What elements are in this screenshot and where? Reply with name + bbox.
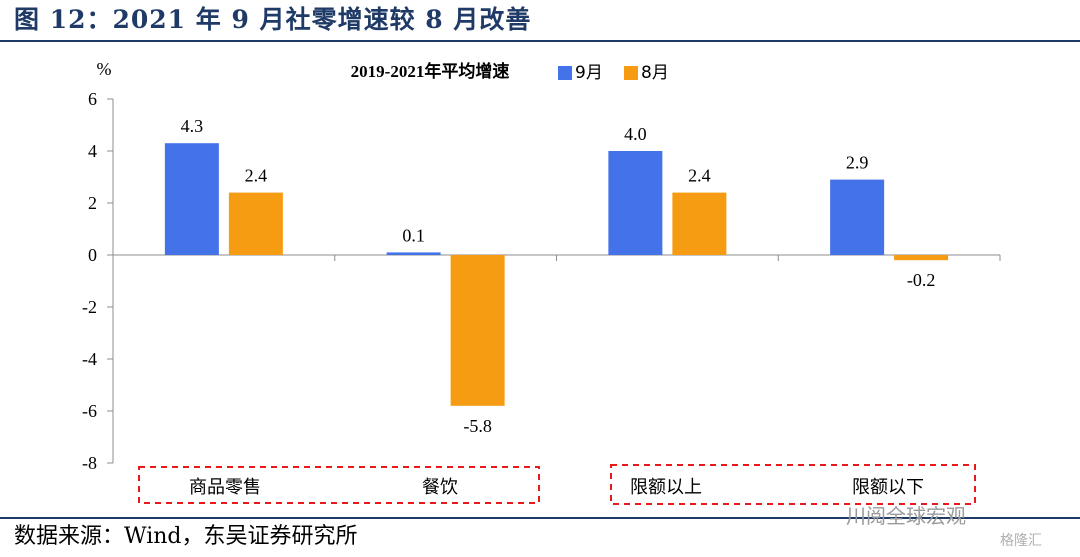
figure-title: 图 12：2021 年 9 月社零增速较 8 月改善 bbox=[14, 5, 532, 34]
bar-sep bbox=[830, 179, 885, 255]
y-tick-label: 0 bbox=[88, 245, 97, 265]
data-label-sep: 2.9 bbox=[846, 153, 869, 173]
legend-label-aug: 8月 bbox=[641, 63, 669, 83]
data-label-aug: -0.2 bbox=[907, 270, 936, 290]
group-box-left bbox=[138, 466, 540, 504]
y-tick-label: 2 bbox=[88, 193, 97, 213]
data-label-sep: 4.3 bbox=[181, 116, 204, 136]
bars: 4.3 2.4 0.1 -5.8 4.0 2.4 2.9 -0.2 bbox=[164, 116, 949, 436]
y-tick-label: -6 bbox=[82, 401, 97, 421]
chart-title: 2019-2021年平均增速 bbox=[351, 61, 510, 81]
bar-aug bbox=[228, 192, 283, 255]
watermark: 川阅全球宏观 bbox=[846, 504, 966, 528]
bar-aug bbox=[450, 255, 505, 406]
group-box-right bbox=[610, 464, 976, 505]
legend: 9月 8月 bbox=[558, 63, 669, 83]
y-tick-label: -2 bbox=[82, 297, 97, 317]
legend-label-sep: 9月 bbox=[575, 63, 603, 83]
y-tick-label: 6 bbox=[88, 89, 97, 109]
category-label: 限额以上 bbox=[630, 477, 702, 498]
category-label: 商品零售 bbox=[189, 477, 261, 498]
data-label-sep: 0.1 bbox=[402, 225, 425, 245]
bar-sep bbox=[608, 151, 663, 255]
data-label-aug: 2.4 bbox=[688, 166, 711, 186]
axes: 6 4 2 0 -2 -4 -6 -8 bbox=[82, 89, 1001, 473]
data-label-aug: 2.4 bbox=[245, 166, 268, 186]
legend-swatch-aug bbox=[624, 66, 638, 80]
bar-sep bbox=[386, 252, 441, 255]
top-rule bbox=[0, 40, 1080, 42]
bar-aug bbox=[894, 255, 949, 261]
category-label: 餐饮 bbox=[422, 477, 458, 498]
data-label-aug: -5.8 bbox=[463, 416, 492, 436]
category-labels: 商品零售 餐饮 限额以上 限额以下 bbox=[138, 464, 976, 505]
source-note: 数据来源：Wind，东吴证券研究所 bbox=[14, 524, 358, 549]
bar-chart: % 2019-2021年平均增速 9月 8月 6 4 2 0 -2 -4 -6 -8 4.3 2… bbox=[82, 59, 1001, 505]
bar-sep bbox=[164, 143, 219, 255]
y-axis-label: % bbox=[97, 59, 112, 79]
y-tick-label: 4 bbox=[88, 141, 97, 161]
y-tick-label: -4 bbox=[82, 349, 97, 369]
legend-swatch-sep bbox=[558, 66, 572, 80]
bar-aug bbox=[672, 192, 727, 255]
y-tick-label: -8 bbox=[82, 453, 97, 473]
watermark-sub: 格隆汇 bbox=[1000, 533, 1042, 549]
category-label: 限额以下 bbox=[852, 477, 924, 498]
data-label-sep: 4.0 bbox=[624, 124, 647, 144]
bottom-rule bbox=[0, 517, 1080, 519]
